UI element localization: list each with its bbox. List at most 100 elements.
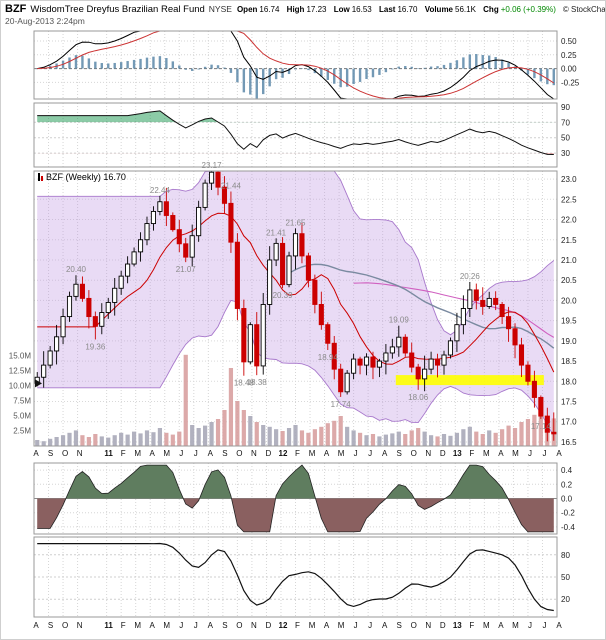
candle-body bbox=[415, 366, 421, 380]
candle-body bbox=[118, 275, 124, 289]
candle-body bbox=[376, 360, 382, 368]
volume-bar bbox=[396, 431, 401, 446]
macd-tick-label: 0.50 bbox=[561, 37, 577, 46]
x-axis-label: M bbox=[512, 449, 519, 458]
price-tick-label: 17.0 bbox=[561, 418, 577, 427]
candle-body bbox=[202, 182, 208, 208]
candle-body bbox=[344, 372, 350, 393]
macd-histogram-bar bbox=[436, 66, 439, 69]
x-axis-label: A bbox=[324, 449, 330, 458]
x-axis-label: 11 bbox=[104, 621, 113, 630]
rsi-overbought-shade bbox=[37, 110, 219, 123]
candle-body bbox=[286, 255, 292, 286]
osc-tick-label: 0.2 bbox=[561, 480, 573, 489]
x-axis-label: A bbox=[382, 449, 388, 458]
x-axis-label: S bbox=[222, 621, 227, 630]
candle-body bbox=[163, 201, 169, 216]
x-axis-label: A bbox=[150, 621, 156, 630]
macd-histogram-bar bbox=[223, 67, 226, 69]
stock-chart-svg: 0.50 0.25 0.00 -0.25 90 70 50 30 23.0 22.5 22.0 21.… bbox=[1, 29, 605, 639]
volume-bar bbox=[325, 423, 330, 446]
candle-body bbox=[551, 431, 557, 435]
x-axis-label: S bbox=[48, 621, 53, 630]
stoch-line bbox=[37, 542, 554, 612]
macd-histogram-bar bbox=[74, 55, 78, 69]
volume-bar bbox=[99, 436, 104, 446]
candle-body bbox=[473, 289, 479, 301]
osc-tick-label: 0.0 bbox=[561, 495, 573, 504]
x-axis-label: J bbox=[542, 449, 546, 458]
macd-histogram-bar bbox=[410, 66, 413, 69]
x-axis-label: A bbox=[498, 449, 504, 458]
volume-bar bbox=[474, 431, 479, 446]
chart-datetime: 20-Aug-2013 2:24pm bbox=[5, 16, 85, 26]
volume-bar bbox=[428, 435, 434, 446]
volume-bar bbox=[203, 425, 208, 446]
x-axis-label: D bbox=[440, 449, 446, 458]
candle-body bbox=[41, 364, 47, 378]
candle-body bbox=[363, 356, 370, 366]
bollinger-upper bbox=[37, 171, 555, 336]
volume-bar bbox=[144, 430, 150, 446]
volume-bar bbox=[487, 430, 492, 446]
rsi-tick-label: 70 bbox=[561, 118, 570, 127]
osc-area-negative bbox=[37, 498, 554, 532]
macd-tick-label: -0.25 bbox=[561, 78, 580, 87]
candle-body bbox=[299, 233, 305, 257]
candle-body bbox=[170, 215, 176, 231]
x-axis-label: M bbox=[309, 621, 316, 630]
bollinger-lower bbox=[37, 299, 555, 437]
volume-bar bbox=[157, 428, 163, 446]
stoch-tick-label: 50 bbox=[561, 573, 570, 582]
volume-bar bbox=[112, 435, 117, 446]
x-axis-label: J bbox=[368, 449, 372, 458]
x-axis-label: A bbox=[556, 449, 562, 458]
x-axis-label: 13 bbox=[453, 449, 462, 458]
x-axis-label: A bbox=[208, 621, 214, 630]
macd-histogram-bar bbox=[552, 68, 555, 86]
x-axis-label: M bbox=[338, 621, 345, 630]
volume-bar bbox=[409, 430, 414, 446]
x-axis-label: J bbox=[354, 449, 358, 458]
stoch-tick-label: 20 bbox=[561, 595, 570, 604]
price-tick-label: 22.0 bbox=[561, 216, 577, 225]
volume-bar bbox=[306, 432, 311, 446]
macd-histogram-bar bbox=[345, 68, 349, 87]
volume-bar bbox=[467, 426, 472, 446]
osc-tick-label: 0.4 bbox=[561, 466, 573, 475]
rsi-tick-label: 90 bbox=[561, 103, 570, 112]
candle-body bbox=[183, 243, 189, 258]
price-tick-label: 22.5 bbox=[561, 195, 577, 204]
candle-body bbox=[486, 297, 492, 307]
x-axis-label: J bbox=[542, 621, 546, 630]
candle-body bbox=[267, 259, 273, 305]
candle-body bbox=[99, 312, 105, 327]
price-annotation: 21.07 bbox=[176, 265, 197, 274]
volume-bar bbox=[254, 422, 259, 446]
macd-histogram-bar bbox=[378, 68, 381, 75]
candle-body bbox=[370, 356, 376, 368]
macd-histogram-bar bbox=[391, 68, 394, 70]
volume-bar bbox=[319, 426, 324, 446]
candle-body bbox=[228, 202, 234, 243]
rsi-tick-label: 30 bbox=[561, 149, 570, 158]
macd-histogram-bar bbox=[326, 68, 329, 80]
macd-histogram-bar bbox=[371, 68, 375, 78]
candle-body bbox=[506, 316, 512, 330]
candle-body bbox=[131, 251, 137, 265]
x-axis-label: F bbox=[121, 449, 126, 458]
candle-body bbox=[441, 354, 447, 366]
x-axis-label: M bbox=[483, 621, 490, 630]
x-axis-label: F bbox=[295, 449, 300, 458]
price-annotation: 19.36 bbox=[85, 342, 106, 351]
macd-histogram-bar bbox=[352, 68, 355, 85]
volume-bar bbox=[345, 426, 350, 446]
highlight-band bbox=[395, 375, 544, 386]
candle-body bbox=[73, 283, 79, 297]
macd-histogram-bar bbox=[94, 61, 97, 69]
candle-body bbox=[338, 368, 344, 393]
volume-bar bbox=[170, 434, 175, 446]
macd-histogram-bar bbox=[294, 68, 297, 70]
x-axis-label: A bbox=[208, 449, 214, 458]
candle-body bbox=[480, 299, 486, 307]
